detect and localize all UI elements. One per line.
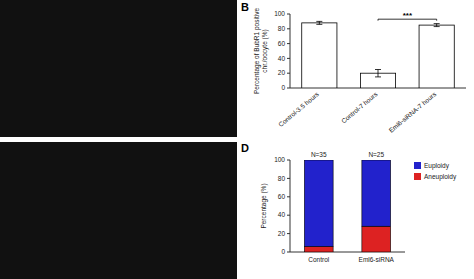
y-tick bbox=[287, 88, 290, 89]
y-axis bbox=[290, 160, 291, 252]
y-tick-label: 100 bbox=[274, 156, 285, 163]
image-panel bbox=[0, 142, 237, 279]
x-tick-label: Eml6-siRNA-7 hours bbox=[387, 90, 437, 134]
y-axis-label-line: chr./oocyte (%) bbox=[261, 29, 269, 72]
error-bar bbox=[375, 70, 381, 77]
panel-label: B bbox=[241, 1, 249, 13]
y-tick-label: 40 bbox=[278, 211, 286, 218]
bar bbox=[419, 25, 454, 88]
bar-segment bbox=[304, 160, 333, 246]
y-axis-label: Percentage of BubR1 positivechr./oocyte … bbox=[253, 8, 269, 94]
y-tick bbox=[287, 178, 290, 179]
y-tick bbox=[287, 43, 290, 44]
legend-swatch bbox=[414, 162, 421, 169]
y-tick-label: 0 bbox=[281, 84, 285, 91]
panel-label: D bbox=[241, 142, 249, 154]
y-tick-label: 60 bbox=[278, 193, 286, 200]
y-tick bbox=[287, 252, 290, 253]
n-label: N=35 bbox=[311, 151, 327, 158]
y-tick bbox=[287, 28, 290, 29]
image-panel bbox=[0, 0, 237, 137]
background bbox=[0, 0, 474, 279]
x-tick-label: Eml6-siRNA bbox=[359, 256, 395, 263]
y-tick-label: 80 bbox=[278, 175, 286, 182]
y-tick-label: 80 bbox=[278, 25, 286, 32]
y-tick bbox=[287, 160, 290, 161]
y-tick bbox=[287, 196, 290, 197]
significance-label: *** bbox=[403, 11, 413, 20]
legend-label: Aneuploidy bbox=[424, 173, 457, 181]
y-tick-label: 100 bbox=[274, 10, 285, 17]
bar-segment bbox=[362, 226, 391, 252]
bar-segment bbox=[362, 160, 391, 226]
bar-segment bbox=[304, 246, 333, 252]
y-tick bbox=[287, 14, 290, 15]
bar bbox=[302, 23, 337, 88]
y-axis-label: Percentage (%) bbox=[260, 183, 268, 228]
error-bar bbox=[316, 21, 322, 24]
y-axis bbox=[290, 14, 291, 88]
y-tick-label: 20 bbox=[278, 230, 286, 237]
y-tick bbox=[287, 73, 290, 74]
chart-panel: B 0 20 40 60 80 100 Percentage of BubR1 positiv… bbox=[241, 1, 466, 134]
x-tick-label: Control bbox=[308, 256, 330, 263]
y-tick bbox=[287, 215, 290, 216]
chart-panel: D 0 20 40 60 80 100 Percentage (%) Control Eml6-s… bbox=[241, 142, 457, 263]
n-label: N=25 bbox=[368, 151, 384, 158]
legend-swatch bbox=[414, 173, 421, 180]
legend-label: Euploidy bbox=[424, 162, 450, 170]
y-tick-label: 0 bbox=[281, 248, 285, 255]
y-tick-label: 20 bbox=[278, 69, 286, 76]
marks bbox=[304, 160, 390, 252]
y-tick bbox=[287, 58, 290, 59]
legend: Euploidy Aneuploidy bbox=[414, 162, 457, 181]
y-tick-label: 40 bbox=[278, 55, 286, 62]
y-tick-label: 60 bbox=[278, 40, 286, 47]
y-tick bbox=[287, 233, 290, 234]
figure: B 0 20 40 60 80 100 Percentage of BubR1 positiv… bbox=[0, 0, 474, 279]
x-tick-label: Control-3.5 hours bbox=[277, 90, 321, 128]
error-bar bbox=[434, 24, 440, 27]
y-axis-label-line: Percentage (%) bbox=[260, 183, 268, 228]
marks bbox=[302, 19, 455, 88]
x-tick-label: Control-7 hours bbox=[340, 90, 379, 125]
